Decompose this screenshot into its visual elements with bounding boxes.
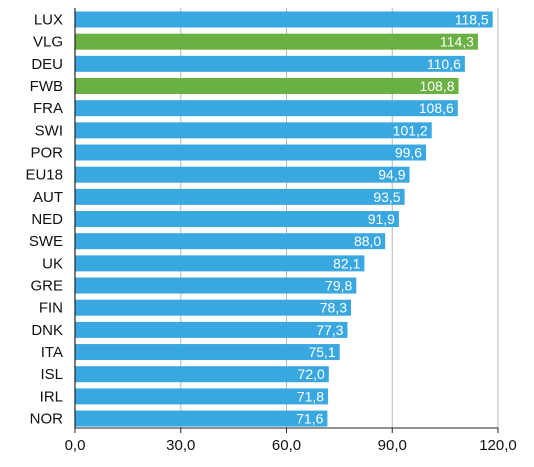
bar [75,166,410,183]
category-label: FRA [33,100,63,117]
bar [75,211,399,228]
category-label: ISL [40,366,63,383]
value-label: 82,1 [333,255,360,271]
x-tick-label: 60,0 [272,437,301,454]
bar [75,344,340,361]
value-label: 88,0 [354,233,381,249]
category-label: POR [30,145,63,162]
bar [75,100,458,117]
value-label: 108,6 [419,100,454,116]
category-label: NED [31,211,63,228]
category-label: SWI [35,122,63,139]
value-label: 71,6 [296,411,323,427]
value-label: 78,3 [320,300,347,316]
category-label: VLG [33,34,63,51]
bar [75,122,432,139]
category-label: FWB [30,78,63,95]
value-label: 75,1 [308,344,335,360]
bar [75,299,352,316]
value-label: 94,9 [378,167,405,183]
value-label: 99,6 [395,145,422,161]
category-label: GRE [30,278,63,295]
bar [75,78,459,95]
bar [75,188,405,205]
bar [75,366,329,383]
bar [75,321,348,338]
category-label: DEU [31,56,63,73]
category-label: EU18 [25,167,63,184]
value-label: 71,8 [297,388,324,404]
x-tick-label: 120,0 [479,437,517,454]
category-label: IRL [40,388,63,405]
value-label: 72,0 [298,366,325,382]
bar [75,277,357,294]
value-label: 114,3 [440,34,474,50]
bar [75,55,465,72]
value-label: 108,8 [419,78,454,94]
bar [75,410,328,427]
value-label: 77,3 [316,322,343,338]
category-label: ITA [41,344,63,361]
bar [75,11,493,28]
bar [75,255,365,272]
category-label: AUT [33,189,63,206]
value-label: 101,2 [393,122,428,138]
category-label: SWE [29,233,63,250]
bar [75,388,329,405]
bar [75,33,478,50]
category-label: LUX [34,12,63,29]
value-label: 91,9 [368,211,395,227]
value-label: 118,5 [455,12,489,28]
value-label: 93,5 [373,189,400,205]
value-label: 79,8 [325,278,352,294]
category-label: DNK [31,322,63,339]
category-label: NOR [30,411,64,428]
bar [75,233,386,250]
value-label: 110,6 [427,56,461,72]
category-label: FIN [39,300,63,317]
category-label: UK [42,255,63,272]
x-tick-label: 30,0 [166,437,195,454]
x-tick-label: 0,0 [65,437,86,454]
bar [75,144,427,161]
x-tick-label: 90,0 [378,437,407,454]
